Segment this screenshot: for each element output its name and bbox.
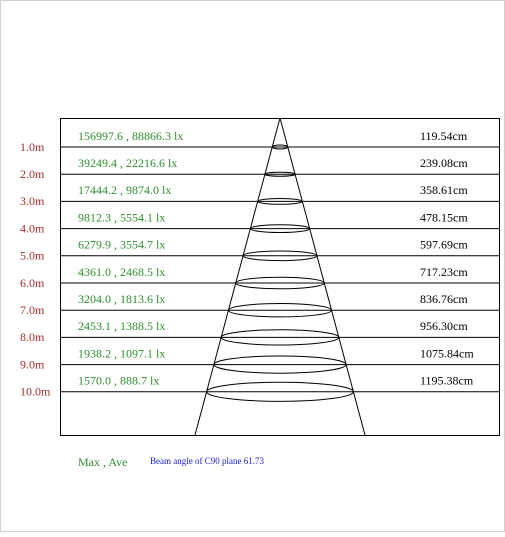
beam-ellipse — [264, 171, 296, 177]
beam-ellipse — [271, 144, 289, 150]
illuminance-label: 39249.4 , 22216.6 lx — [78, 156, 177, 170]
distance-label: 9.0m — [20, 357, 45, 371]
beam-ellipse — [206, 381, 354, 402]
illuminance-label: 4361.0 , 2468.5 lx — [78, 265, 165, 279]
illuminance-label: 9812.3 , 5554.1 lx — [78, 210, 165, 224]
illuminance-label: 6279.9 , 3554.7 lx — [78, 238, 165, 252]
diameter-label: 119.54cm — [420, 129, 468, 143]
illuminance-label: 3204.0 , 1813.6 lx — [78, 292, 165, 306]
beam-ellipse — [220, 329, 340, 346]
illuminance-label: 1570.0 , 888.7 lx — [78, 374, 159, 388]
diameter-label: 717.23cm — [420, 265, 468, 279]
illuminance-label: 1938.2 , 1097.1 lx — [78, 346, 165, 360]
distance-label: 3.0m — [20, 194, 45, 208]
illuminance-label: 156997.6 , 88866.3 lx — [78, 129, 183, 143]
illuminance-label: 17444.2 , 9874.0 lx — [78, 183, 171, 197]
diameter-label: 1075.84cm — [420, 346, 474, 360]
beam-ellipse — [257, 197, 303, 205]
distance-label: 7.0m — [20, 303, 45, 317]
beam-ellipse — [227, 303, 333, 318]
legend: Max , Ave — [78, 455, 127, 469]
distance-label: 4.0m — [20, 221, 45, 235]
diameter-label: 478.15cm — [420, 210, 468, 224]
distance-label: 5.0m — [20, 249, 45, 263]
beam-ellipse — [249, 224, 311, 233]
distance-label: 10.0m — [20, 385, 51, 399]
beam-ellipse — [242, 250, 318, 262]
distance-label: 6.0m — [20, 276, 45, 290]
cone-edge — [194, 117, 281, 436]
illuminance-label: 2453.1 , 1388.5 lx — [78, 319, 165, 333]
diameter-label: 358.61cm — [420, 183, 468, 197]
beam-ellipse — [213, 355, 347, 374]
distance-label: 1.0m — [20, 140, 45, 154]
diameter-label: 836.76cm — [420, 292, 468, 306]
beam-ellipse — [235, 276, 325, 290]
diameter-label: 956.30cm — [420, 319, 468, 333]
diameter-label: 1195.38cm — [420, 374, 474, 388]
beam-angle: Beam angle of C90 plane 61.73 — [150, 456, 264, 466]
distance-label: 2.0m — [20, 167, 45, 181]
diameter-label: 597.69cm — [420, 238, 468, 252]
diameter-label: 239.08cm — [420, 156, 468, 170]
cone-edge — [279, 117, 366, 436]
distance-label: 8.0m — [20, 330, 45, 344]
